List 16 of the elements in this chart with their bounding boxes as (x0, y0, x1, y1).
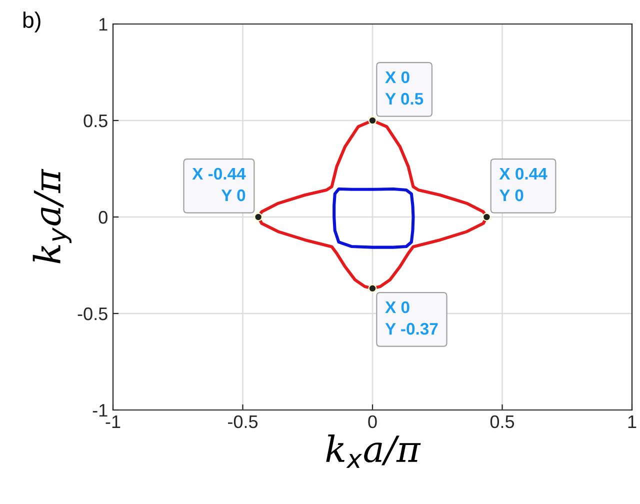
x-tick-label: 0.5 (490, 415, 514, 428)
y-tick-label: 0 (98, 210, 108, 224)
y-tick-label: -1 (92, 404, 108, 417)
x-tick-label: -0.5 (228, 415, 258, 428)
y-tick-label: 1 (99, 18, 108, 31)
annotation: X 0 Y -0.37 (385, 301, 438, 335)
y-tick-label: 0.5 (84, 114, 108, 128)
x-axis-title: k$_{x}$a/π (326, 434, 421, 468)
y-tick-label: -0.5 (78, 307, 108, 320)
x-tick-label: 0 (368, 415, 377, 428)
annotation: X -0.44 Y 0 (192, 168, 246, 202)
annotation: X 0 Y 0.5 (385, 71, 424, 105)
text: b) (23, 12, 40, 32)
annotation: X 0.44 Y 0 (499, 168, 548, 202)
x-tick-label: 1 (628, 416, 636, 428)
y-axis-title: k$_{y}$a/π (32, 168, 72, 264)
